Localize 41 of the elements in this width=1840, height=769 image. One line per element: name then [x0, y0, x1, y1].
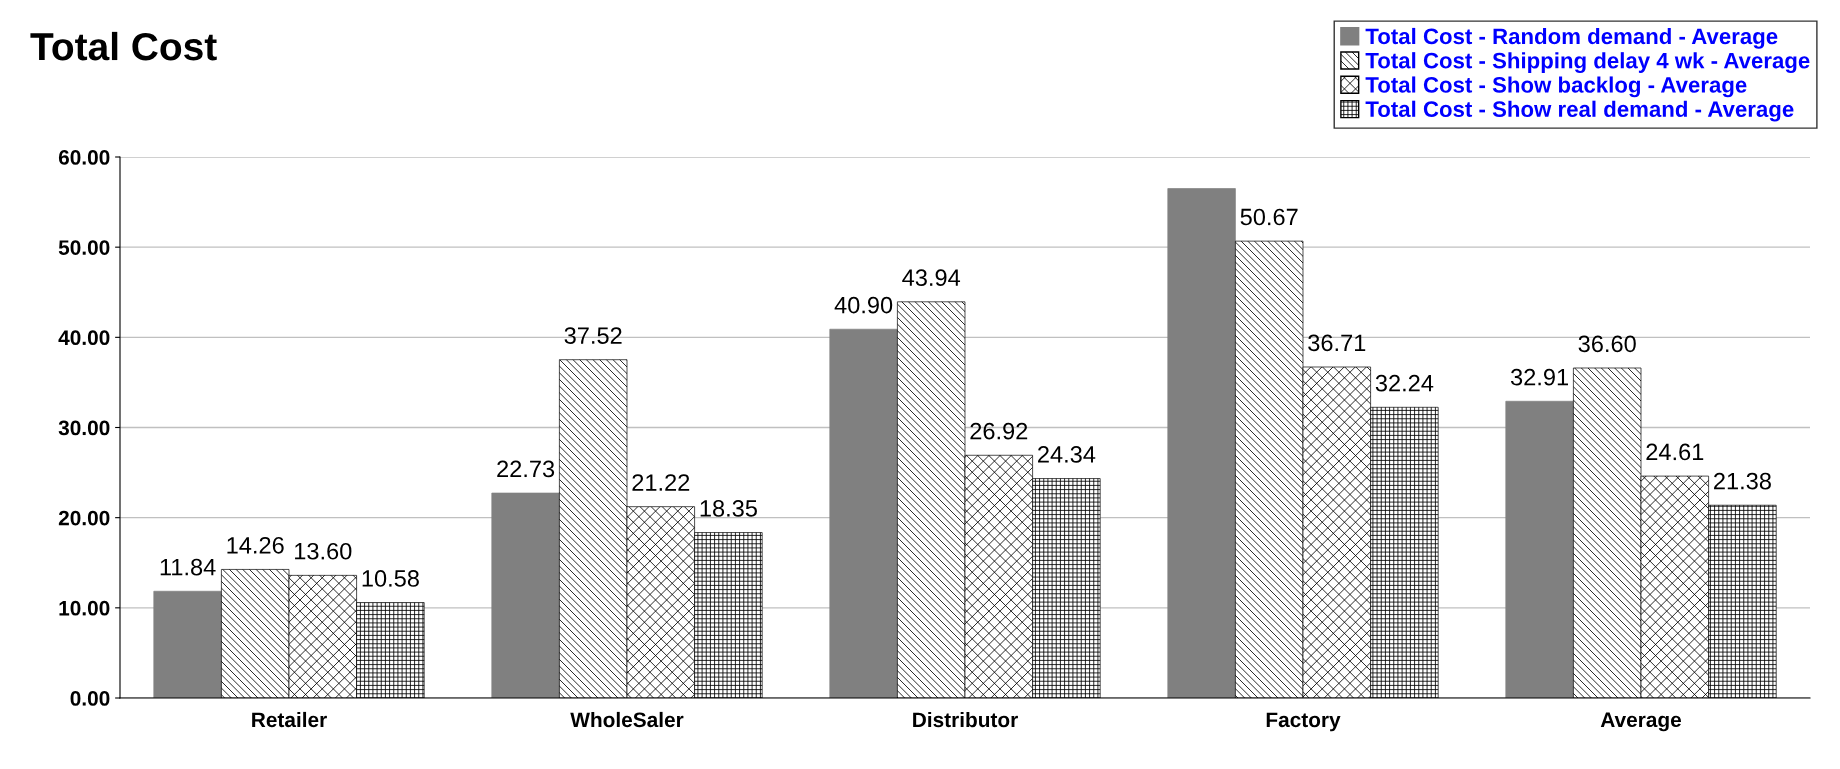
bar: [1505, 400, 1574, 698]
x-tick-label: Average: [1600, 712, 1682, 732]
data-label: 22.73: [497, 460, 555, 478]
data-label: 18.35: [700, 500, 757, 517]
data-label: 32.91: [1510, 368, 1568, 386]
data-label: 21.22: [632, 474, 690, 491]
y-tick-label: 60.00: [58, 150, 110, 165]
y-tick-label: 20.00: [58, 510, 110, 526]
data-label: 11.84: [160, 558, 216, 576]
data-label: 10.58: [362, 570, 419, 587]
x-tick-label: Retailer: [252, 711, 327, 728]
legend-label: Total Cost - Random demand - Average: [1365, 27, 1778, 49]
data-label: 21.38: [1714, 472, 1771, 490]
data-label: 32.24: [1375, 374, 1434, 392]
bar: [153, 590, 222, 698]
chart-title: Total Cost: [30, 31, 217, 61]
x-tick-label: Distributor: [913, 711, 1018, 728]
y-tick-label: 0.00: [70, 691, 110, 706]
x-tick-label: WholeSaler: [570, 711, 684, 728]
y-tick-label: 10.00: [59, 600, 110, 616]
bar: [1167, 188, 1236, 698]
y-tick-label: 50.00: [58, 240, 110, 255]
bar: [491, 492, 560, 698]
data-label: 37.52: [564, 327, 622, 344]
legend-label: Total Cost - Show real demand - Average: [1365, 100, 1794, 122]
data-label: 50.67: [1240, 208, 1298, 226]
data-label: 43.94: [902, 269, 961, 287]
data-label: 24.34: [1038, 446, 1096, 463]
data-label: 36.60: [1578, 335, 1636, 353]
data-label: 26.92: [970, 422, 1028, 440]
legend-label: Total Cost - Shipping delay 4 wk - Average: [1365, 52, 1810, 73]
x-tick-label: Factory: [1266, 712, 1341, 732]
y-tick-label: 30.00: [58, 420, 110, 436]
data-label: 13.60: [295, 542, 352, 560]
data-label: 36.71: [1308, 334, 1366, 352]
bar: [829, 328, 898, 698]
legend-label: Total Cost - Show backlog - Average: [1365, 76, 1747, 98]
data-label: 14.26: [227, 536, 284, 554]
data-label: 24.61: [1646, 443, 1704, 461]
data-label: 40.90: [834, 296, 893, 314]
y-tick-label: 40.00: [58, 330, 110, 346]
